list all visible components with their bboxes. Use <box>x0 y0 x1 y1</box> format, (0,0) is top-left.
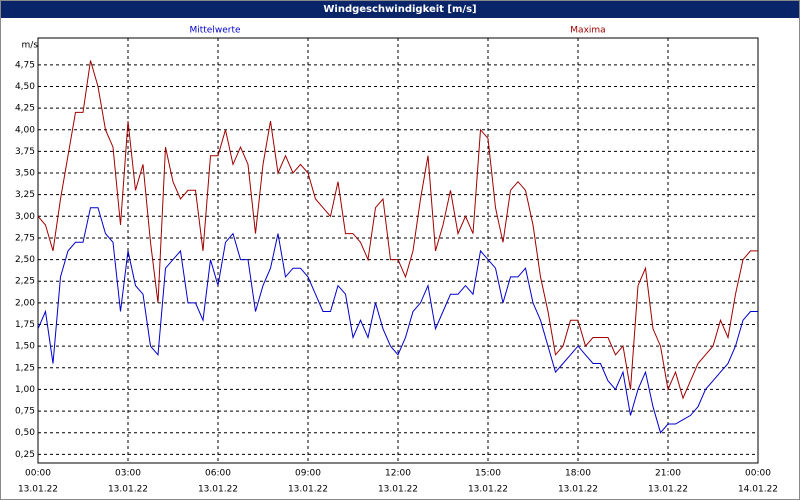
x-tick-label: 06:00 <box>205 469 231 479</box>
y-tick-label: 4,50 <box>15 82 35 92</box>
y-tick-label: 1,00 <box>15 385 35 395</box>
x-tick-label: 21:00 <box>655 469 681 479</box>
y-tick-label: 1,25 <box>15 363 35 373</box>
y-tick-label: 3,75 <box>15 147 35 157</box>
x-tick-date: 13.01.22 <box>288 485 328 495</box>
x-tick-date: 13.01.22 <box>18 485 58 495</box>
y-tick-label: 4,25 <box>15 104 35 114</box>
x-tick-date: 13.01.22 <box>648 485 688 495</box>
legend-entry: Maxima <box>570 26 605 36</box>
y-tick-label: 2,75 <box>15 233 35 243</box>
x-tick-date: 14.01.22 <box>738 485 778 495</box>
x-tick-label: 12:00 <box>385 469 411 479</box>
title-bar <box>0 0 800 18</box>
x-tick-date: 13.01.22 <box>468 485 508 495</box>
y-tick-label: 2,00 <box>15 298 35 308</box>
x-tick-label: 18:00 <box>565 469 591 479</box>
y-tick-label: 2,25 <box>15 277 35 287</box>
x-tick-label: 00:00 <box>25 469 51 479</box>
y-tick-label: 3,50 <box>15 169 35 179</box>
y-axis-label: m/s <box>22 41 39 51</box>
x-tick-date: 13.01.22 <box>558 485 598 495</box>
y-tick-label: 2,50 <box>15 255 35 265</box>
y-tick-label: 0,25 <box>15 450 35 460</box>
data-line <box>37 207 758 434</box>
x-tick-label: 03:00 <box>115 469 141 479</box>
y-tick-label: 0,50 <box>15 428 35 438</box>
y-tick-label: 4,75 <box>15 60 35 70</box>
y-tick-label: 4,00 <box>15 125 35 135</box>
x-tick-date: 13.01.22 <box>108 485 148 495</box>
y-tick-label: 1,75 <box>15 320 35 330</box>
y-tick-label: 3,00 <box>15 212 35 222</box>
y-tick-label: 3,25 <box>15 190 35 200</box>
y-tick-label: 1,50 <box>15 342 35 352</box>
x-tick-label: 00:00 <box>745 469 771 479</box>
x-tick-label: 15:00 <box>475 469 501 479</box>
y-tick-label: 0,75 <box>15 407 35 417</box>
data-line <box>37 60 758 400</box>
legend-entry: Mittelwerte <box>189 26 240 36</box>
x-tick-date: 13.01.22 <box>378 485 418 495</box>
x-tick-label: 09:00 <box>295 469 321 479</box>
chart-title: Windgeschwindigkeit [m/s] <box>323 4 476 15</box>
x-tick-date: 13.01.22 <box>198 485 238 495</box>
